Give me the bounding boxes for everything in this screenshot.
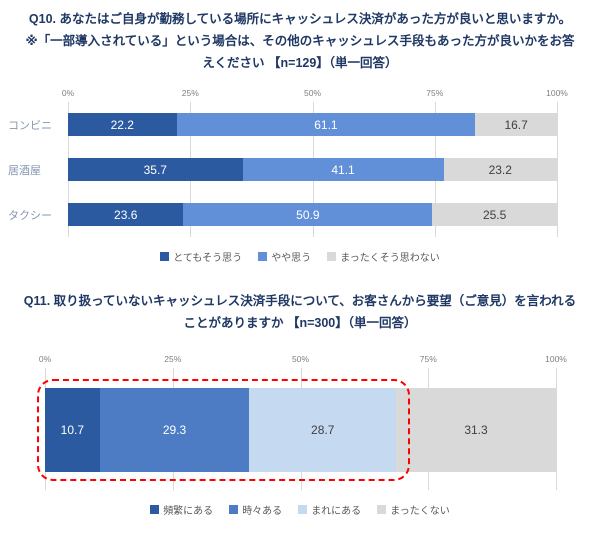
bar-row: 居酒屋 35.7 41.1 23.2	[8, 147, 557, 192]
legend-swatch	[327, 252, 337, 261]
q11-stacked-bar-chart: 0% 25% 50% 75% 100% 10.7 29.3 28.7 31.3	[37, 354, 567, 490]
legend-swatch	[160, 252, 170, 261]
legend-label: まれにある	[311, 506, 362, 517]
legend-item: まったくない	[377, 502, 450, 517]
q10-section: Q10. あなたはご自身が勤務している場所にキャッシュレス決済があった方が良いと…	[0, 8, 600, 264]
q10-title-line-3: えください 【n=129】（単一回答）	[202, 56, 398, 70]
stacked-bar: 22.2 61.1 16.7	[68, 113, 557, 136]
bar-segment: 31.3	[396, 388, 556, 472]
q11-section: Q11. 取り扱っていないキャッシュレス決済手段について、お客さんから要望（ご意…	[0, 290, 600, 517]
legend-item: やや思う	[258, 249, 311, 264]
category-label: タクシー	[8, 209, 52, 222]
x-tick-label: 50%	[291, 354, 310, 364]
bar-row: コンビニ 22.2 61.1 16.7	[8, 102, 557, 147]
legend-swatch	[150, 505, 160, 514]
bar-segment: 23.6	[68, 203, 184, 226]
q10-title-line-2: ※「一部導入されている」という場合は、その他のキャッシュレス手段もあった方が良い…	[25, 34, 575, 48]
x-tick-label: 25%	[164, 354, 182, 364]
bar-segment: 41.1	[242, 158, 444, 181]
bar-segment: 10.7	[45, 388, 100, 472]
bar-segment: 29.3	[99, 388, 250, 472]
legend-item: 時々ある	[229, 502, 282, 517]
category-label: 居酒屋	[8, 164, 41, 177]
q11-legend: 頻繁にある 時々ある まれにある まったくない	[0, 502, 600, 517]
stacked-bar: 23.6 50.9 25.5	[68, 203, 557, 226]
bar-segment: 35.7	[68, 158, 243, 181]
legend-swatch	[229, 505, 239, 514]
legend-swatch	[258, 252, 268, 261]
gridline	[556, 368, 557, 490]
legend-label: やや思う	[271, 253, 312, 264]
x-tick-label: 0%	[61, 88, 75, 98]
x-tick-label: 100%	[545, 354, 567, 364]
stacked-bar: 35.7 41.1 23.2	[68, 158, 557, 181]
legend-item: とてもそう思う	[160, 249, 242, 264]
q11-title: Q11. 取り扱っていないキャッシュレス決済手段について、お客さんから要望（ご意…	[0, 290, 600, 334]
q10-legend: とてもそう思う やや思う まったくそう思わない	[0, 249, 600, 264]
bar-segment: 28.7	[249, 388, 397, 472]
bar-segment: 61.1	[176, 113, 476, 136]
legend-label: とてもそう思う	[173, 253, 243, 264]
legend-label: 頻繁にある	[163, 506, 214, 517]
q11-title-line-1: Q11. 取り扱っていないキャッシュレス決済手段について、お客さんから要望（ご意…	[23, 294, 577, 308]
bar-segment: 22.2	[68, 113, 177, 136]
q10-title-line-1: Q10. あなたはご自身が勤務している場所にキャッシュレス決済があった方が良いと…	[28, 12, 572, 26]
category-label: コンビニ	[8, 119, 52, 132]
bar-segment: 23.2	[443, 158, 557, 181]
x-tick-label: 75%	[426, 88, 444, 98]
x-tick-label: 25%	[181, 88, 199, 98]
legend-label: まったくない	[390, 506, 450, 517]
legend-item: まったくそう思わない	[327, 249, 440, 264]
bar-segment: 25.5	[432, 203, 557, 226]
q10-title: Q10. あなたはご自身が勤務している場所にキャッシュレス決済があった方が良いと…	[0, 8, 600, 74]
legend-item: 頻繁にある	[150, 502, 213, 517]
legend-item: まれにある	[298, 502, 361, 517]
legend-swatch	[298, 505, 308, 514]
q11-title-line-2: ことがありますか 【n=300】（単一回答）	[183, 316, 417, 330]
x-axis: 0% 25% 50% 75% 100%	[39, 354, 567, 368]
gridline	[557, 102, 558, 237]
plot-area: 10.7 29.3 28.7 31.3	[37, 368, 557, 490]
x-tick-label: 50%	[303, 88, 322, 98]
bar-segment: 16.7	[475, 113, 557, 136]
q10-stacked-bar-chart: 0% 25% 50% 75% 100% コンビニ 22.2 61.1 16.7 居酒屋 35.7 41…	[8, 88, 568, 237]
legend-swatch	[377, 505, 387, 514]
bar-row: タクシー 23.6 50.9 25.5	[8, 192, 557, 237]
bar-row: 10.7 29.3 28.7 31.3	[37, 376, 556, 484]
stacked-bar: 10.7 29.3 28.7 31.3	[45, 388, 556, 472]
x-tick-label: 75%	[419, 354, 437, 364]
plot-area: コンビニ 22.2 61.1 16.7 居酒屋 35.7 41.1 23.2 タクシー 23.6 5…	[8, 102, 558, 237]
legend-label: 時々ある	[242, 506, 283, 517]
x-tick-label: 100%	[546, 88, 568, 98]
x-axis: 0% 25% 50% 75% 100%	[62, 88, 568, 102]
bar-segment: 50.9	[183, 203, 433, 226]
x-tick-label: 0%	[38, 354, 52, 364]
legend-label: まったくそう思わない	[340, 253, 440, 264]
